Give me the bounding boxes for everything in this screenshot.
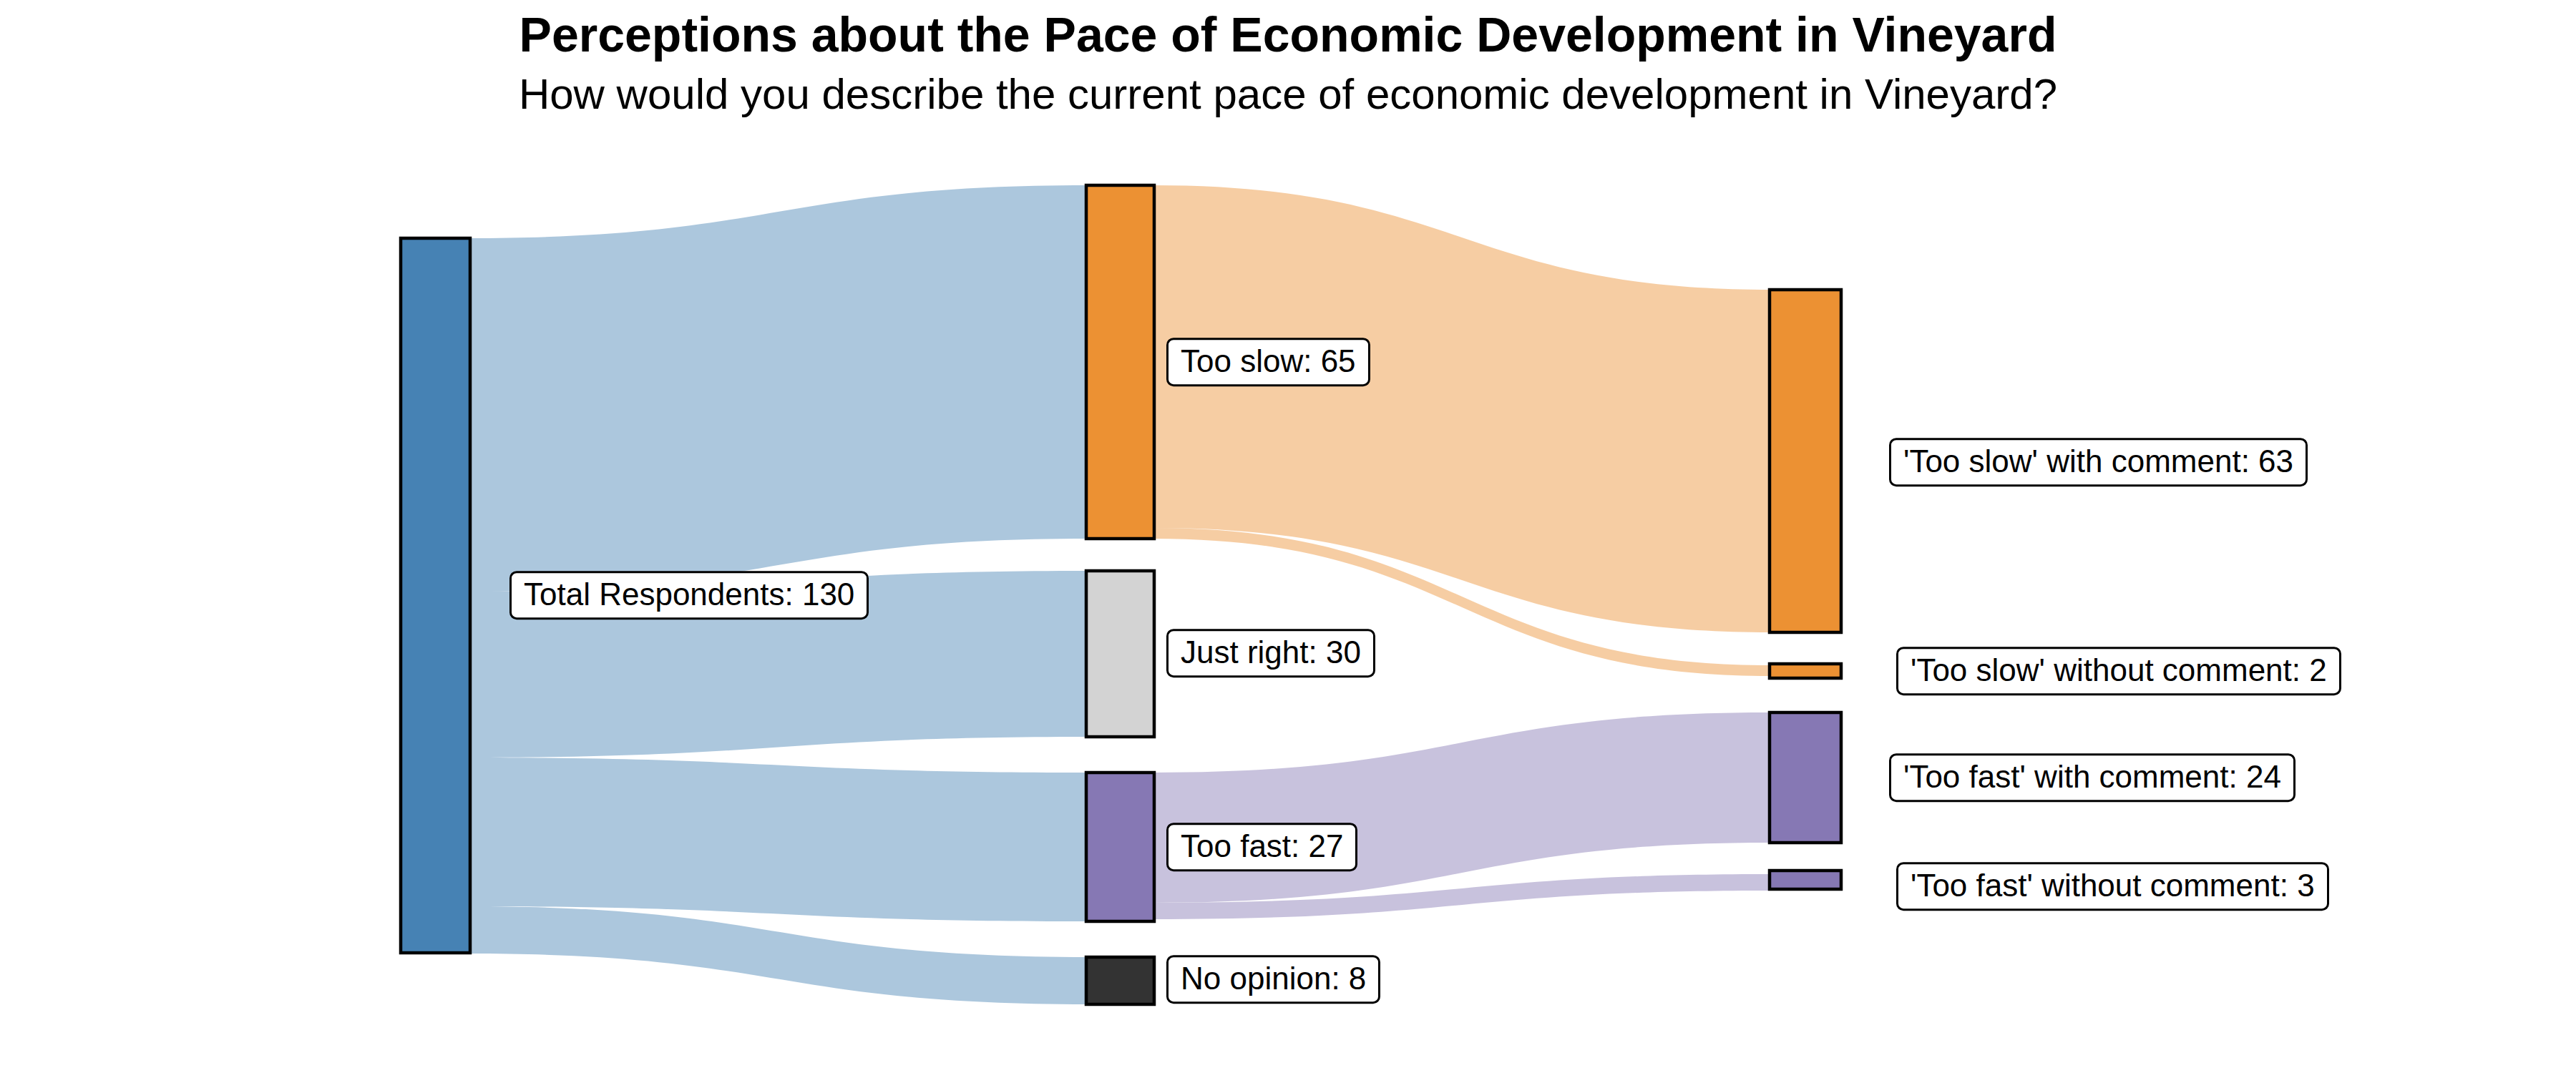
label-just_right: Just right: 30 — [1166, 629, 1375, 677]
sankey-labels-layer: Total Respondents: 130 Too slow: 65 Just r… — [0, 0, 2576, 1073]
label-slow_without: 'Too slow' without comment: 2 — [1896, 647, 2341, 695]
label-fast_with: 'Too fast' with comment: 24 — [1889, 753, 2296, 802]
label-total: Total Respondents: 130 — [509, 571, 869, 619]
label-too_slow: Too slow: 65 — [1166, 338, 1370, 386]
label-too_fast: Too fast: 27 — [1166, 823, 1357, 871]
label-fast_without: 'Too fast' without comment: 3 — [1896, 862, 2329, 911]
sankey-canvas: Perceptions about the Pace of Economic D… — [0, 0, 2576, 1073]
label-no_opinion: No opinion: 8 — [1166, 955, 1380, 1004]
label-slow_with: 'Too slow' with comment: 63 — [1889, 438, 2308, 486]
